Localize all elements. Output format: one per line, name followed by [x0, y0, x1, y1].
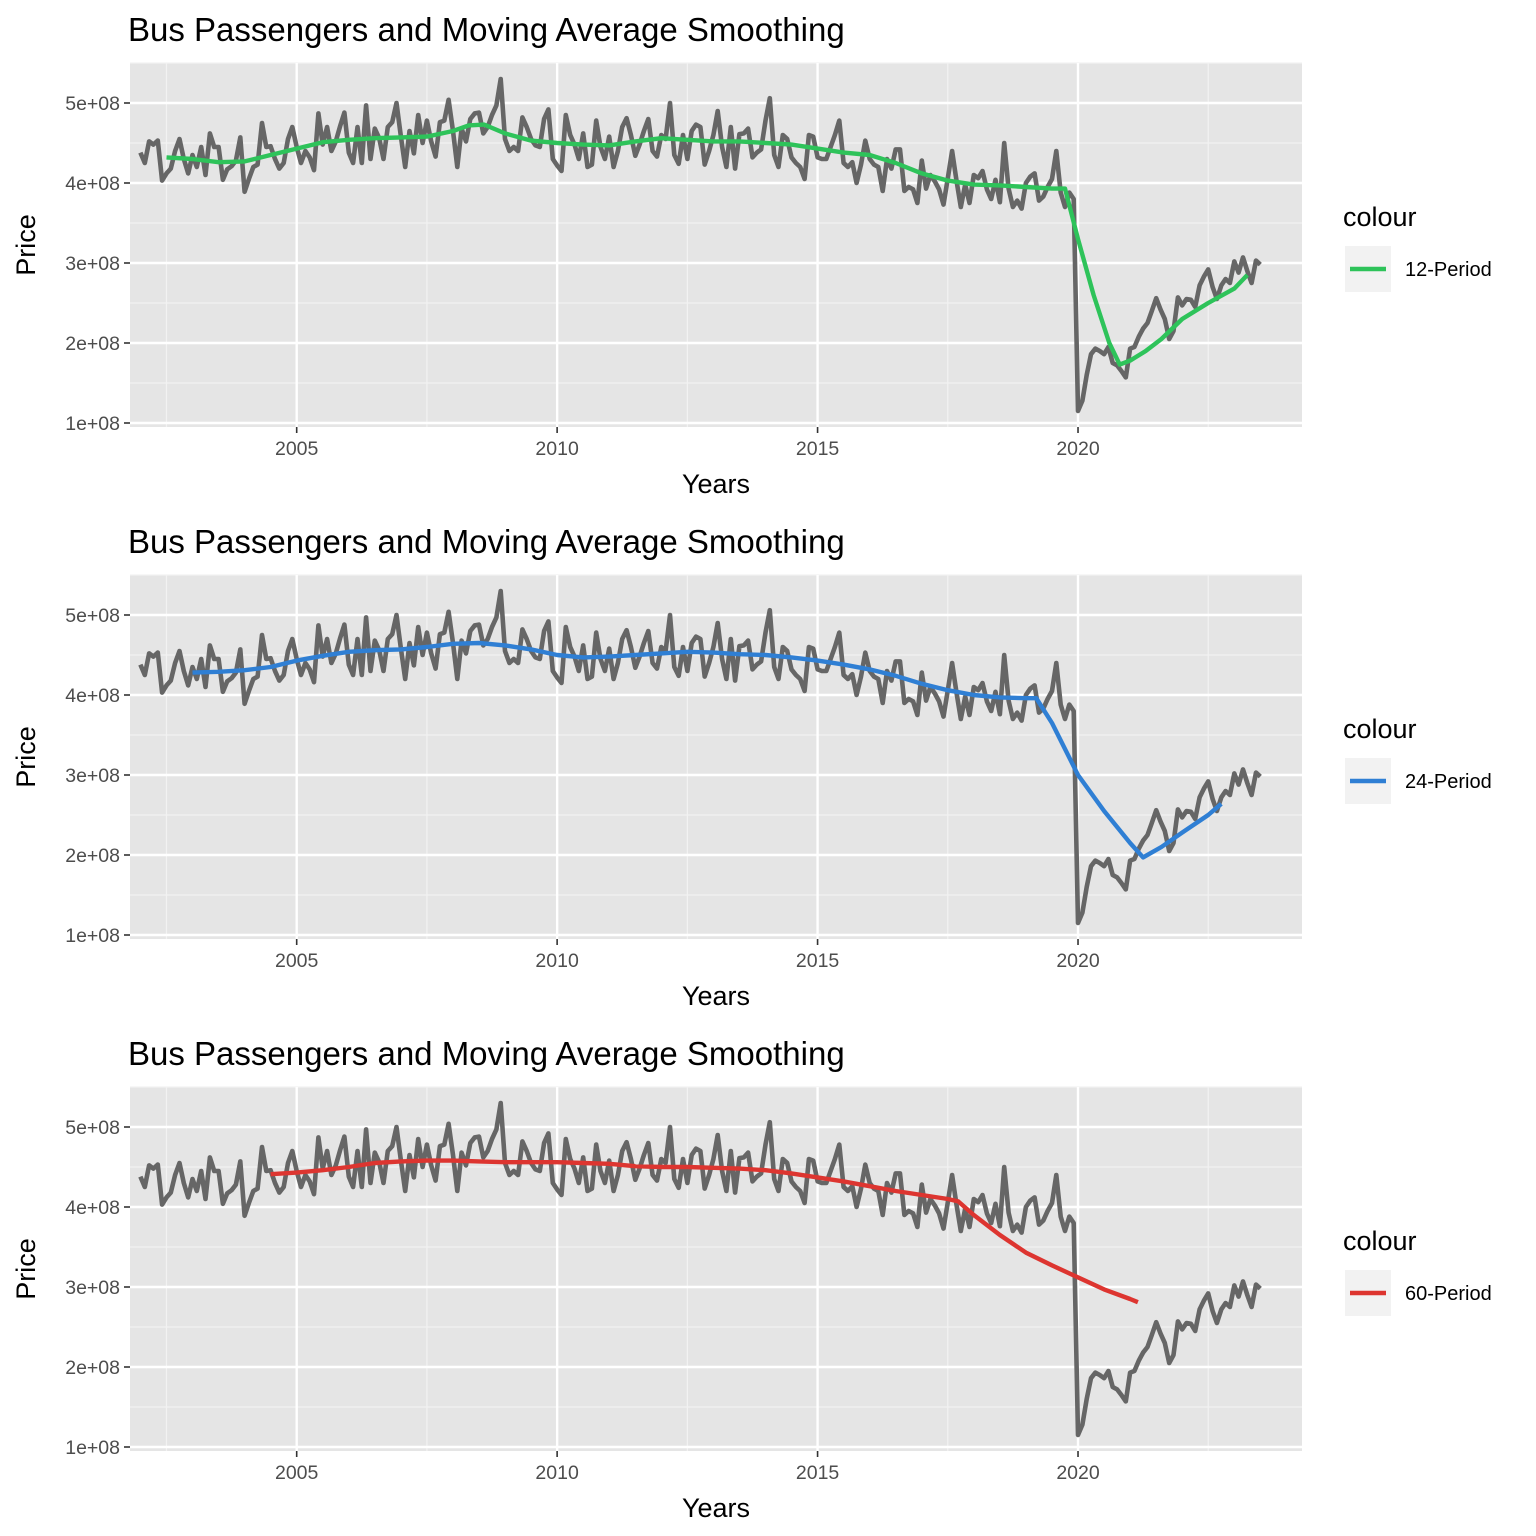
legend-title: colour [1343, 1226, 1417, 1256]
y-tick-label: 4e+08 [65, 685, 120, 707]
x-tick-label: 2010 [535, 1462, 579, 1484]
x-tick-label: 2005 [275, 438, 319, 460]
y-axis-title: Price [11, 726, 41, 788]
legend-label: 12-Period [1405, 259, 1492, 281]
chart-panel-3: Bus Passengers and Moving Average Smooth… [11, 1035, 1492, 1523]
x-tick-label: 2020 [1056, 950, 1100, 972]
x-tick-label: 2015 [796, 1462, 840, 1484]
y-tick-label: 5e+08 [65, 605, 120, 627]
series-line-moving-average [166, 122, 1249, 367]
series-line-raw [138, 76, 1262, 414]
y-tick-label: 2e+08 [65, 333, 120, 355]
chart-title: Bus Passengers and Moving Average Smooth… [128, 523, 845, 560]
series-line-raw [138, 588, 1262, 926]
y-axis-title: Price [11, 1238, 41, 1300]
y-tick-label: 4e+08 [65, 173, 120, 195]
chart-title: Bus Passengers and Moving Average Smooth… [128, 1035, 845, 1072]
y-tick-label: 3e+08 [65, 253, 120, 275]
x-tick-label: 2020 [1056, 438, 1100, 460]
chart-panel-2: Bus Passengers and Moving Average Smooth… [11, 523, 1492, 1011]
legend-label: 24-Period [1405, 771, 1492, 793]
y-tick-label: 1e+08 [65, 413, 120, 435]
series-line-moving-average [270, 1158, 1139, 1305]
y-tick-label: 5e+08 [65, 93, 120, 115]
y-tick-label: 4e+08 [65, 1197, 120, 1219]
x-axis-title: Years [682, 1493, 750, 1523]
y-axis-title: Price [11, 214, 41, 276]
chart-title: Bus Passengers and Moving Average Smooth… [128, 11, 845, 48]
y-tick-label: 5e+08 [65, 1117, 120, 1139]
legend-title: colour [1343, 202, 1417, 232]
x-axis-title: Years [682, 981, 750, 1011]
x-tick-label: 2015 [796, 438, 840, 460]
legend-title: colour [1343, 714, 1417, 744]
x-tick-label: 2010 [535, 950, 579, 972]
y-tick-label: 3e+08 [65, 765, 120, 787]
x-tick-label: 2005 [275, 950, 319, 972]
series-line-moving-average [192, 640, 1223, 860]
legend-label: 60-Period [1405, 1283, 1492, 1305]
x-tick-label: 2005 [275, 1462, 319, 1484]
x-axis-title: Years [682, 469, 750, 499]
series-line-raw [138, 1100, 1262, 1438]
x-tick-label: 2015 [796, 950, 840, 972]
x-tick-label: 2020 [1056, 1462, 1100, 1484]
x-tick-label: 2010 [535, 438, 579, 460]
y-tick-label: 1e+08 [65, 925, 120, 947]
y-tick-label: 2e+08 [65, 1357, 120, 1379]
y-tick-label: 1e+08 [65, 1437, 120, 1459]
y-tick-label: 3e+08 [65, 1277, 120, 1299]
y-tick-label: 2e+08 [65, 845, 120, 867]
chart-panel-1: Bus Passengers and Moving Average Smooth… [11, 11, 1492, 499]
